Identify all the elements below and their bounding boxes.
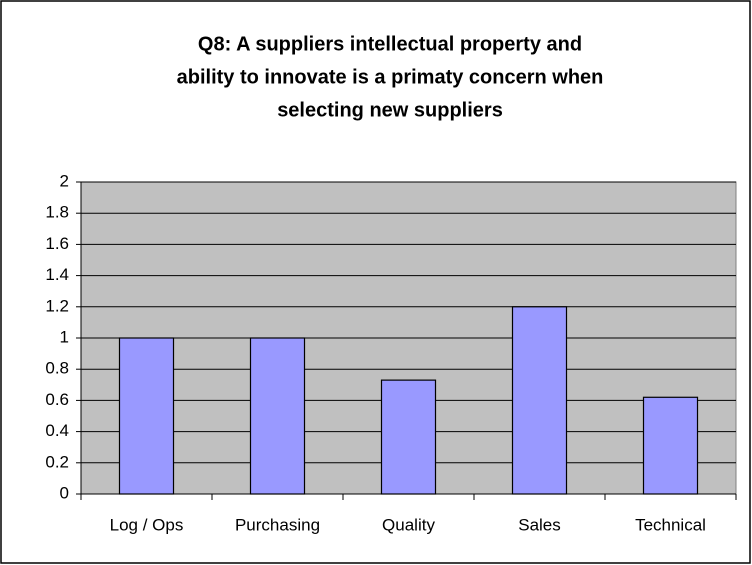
bar [249, 337, 306, 495]
bar [118, 337, 175, 495]
y-tick-label: 0.2 [45, 452, 69, 471]
x-tick-label: Sales [518, 515, 561, 534]
x-tick-label: Purchasing [235, 515, 320, 534]
y-tick-label: 0.6 [45, 390, 69, 409]
y-tick-label: 1.6 [45, 234, 69, 253]
x-tick-label: Technical [635, 515, 706, 534]
chart-title: ability to innovate is a primaty concern… [177, 66, 604, 88]
y-tick-label: 1 [60, 327, 69, 346]
bar [511, 306, 568, 495]
x-tick-label: Quality [382, 515, 435, 534]
y-tick-label: 2 [60, 171, 69, 190]
y-tick-label: 0 [60, 483, 69, 502]
bar [642, 396, 699, 495]
y-tick-label: 1.8 [45, 203, 69, 222]
chart-title: selecting new suppliers [277, 99, 503, 121]
y-tick-label: 0.8 [45, 359, 69, 378]
y-tick-label: 1.2 [45, 296, 69, 315]
chart-title: Q8: A suppliers intellectual property an… [198, 33, 582, 55]
x-tick-label: Log / Ops [110, 515, 184, 534]
bar [380, 379, 437, 495]
y-tick-label: 0.4 [45, 421, 69, 440]
y-tick-label: 1.4 [45, 265, 69, 284]
